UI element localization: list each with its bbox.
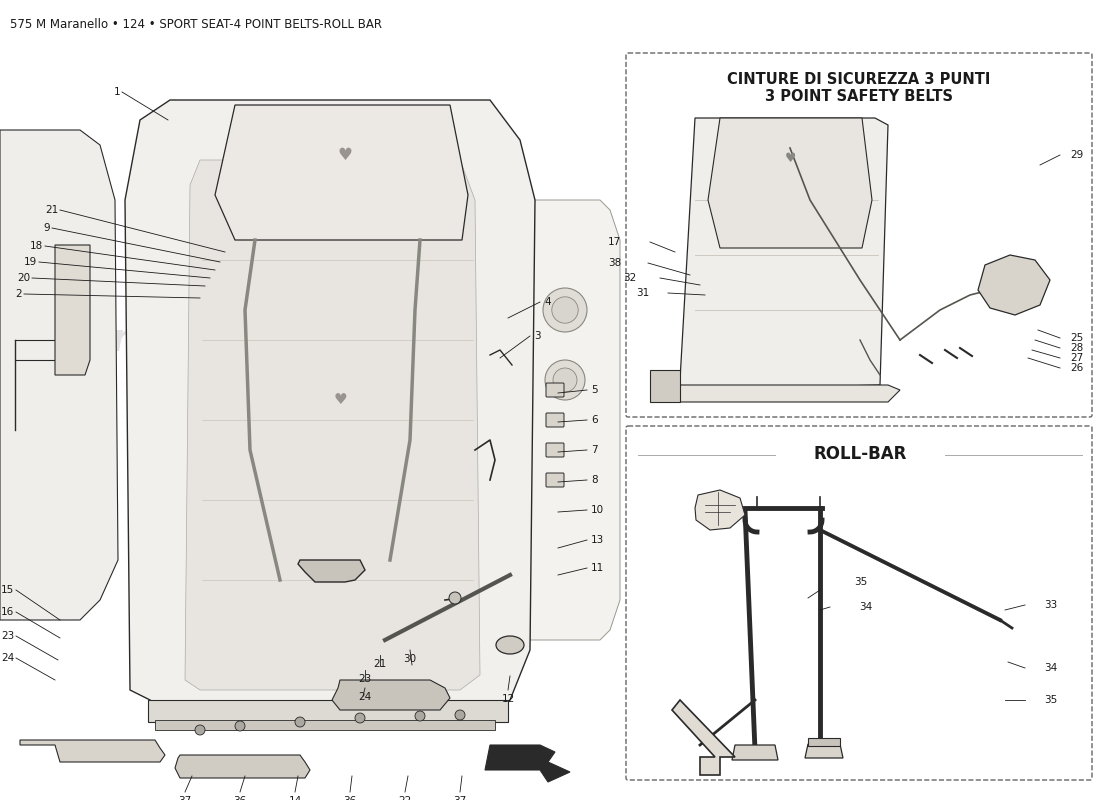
FancyBboxPatch shape xyxy=(155,720,495,730)
Polygon shape xyxy=(808,738,840,746)
Text: 36: 36 xyxy=(343,796,356,800)
Circle shape xyxy=(543,288,587,332)
Text: 37: 37 xyxy=(178,796,191,800)
Circle shape xyxy=(355,713,365,723)
Polygon shape xyxy=(185,160,480,690)
Text: 1: 1 xyxy=(113,87,120,97)
Text: 4: 4 xyxy=(544,297,551,307)
Text: 35: 35 xyxy=(1044,695,1057,705)
Polygon shape xyxy=(650,370,680,402)
Text: 26: 26 xyxy=(1070,363,1084,373)
Text: 8: 8 xyxy=(591,475,597,485)
FancyBboxPatch shape xyxy=(546,443,564,457)
Circle shape xyxy=(553,368,578,392)
Polygon shape xyxy=(20,740,165,762)
Text: 32: 32 xyxy=(623,273,636,283)
Text: 7: 7 xyxy=(591,445,597,455)
Text: 28: 28 xyxy=(1070,343,1084,353)
Text: 16: 16 xyxy=(1,607,14,617)
Polygon shape xyxy=(680,118,888,390)
Text: 11: 11 xyxy=(591,563,604,573)
Circle shape xyxy=(552,297,579,323)
Text: 9: 9 xyxy=(43,223,50,233)
Circle shape xyxy=(455,710,465,720)
Circle shape xyxy=(544,360,585,400)
Polygon shape xyxy=(978,255,1050,315)
Polygon shape xyxy=(298,560,365,582)
Text: 37: 37 xyxy=(453,796,466,800)
Text: 34: 34 xyxy=(1044,663,1057,673)
Text: 18: 18 xyxy=(30,241,43,251)
Text: 575 M Maranello • 124 • SPORT SEAT-4 POINT BELTS-ROLL BAR: 575 M Maranello • 124 • SPORT SEAT-4 POI… xyxy=(10,18,382,31)
Text: 21: 21 xyxy=(373,659,386,669)
Text: 29: 29 xyxy=(1070,150,1084,160)
Text: 3: 3 xyxy=(534,331,540,341)
FancyBboxPatch shape xyxy=(626,53,1092,417)
Text: ROLL-BAR: ROLL-BAR xyxy=(813,445,906,463)
Ellipse shape xyxy=(496,636,524,654)
Text: ♥: ♥ xyxy=(784,151,795,165)
Text: 22: 22 xyxy=(398,796,411,800)
Text: 24: 24 xyxy=(359,692,372,702)
Text: ♥: ♥ xyxy=(333,393,346,407)
Polygon shape xyxy=(672,700,735,775)
Text: 17: 17 xyxy=(607,237,621,247)
Text: eurospares: eurospares xyxy=(763,606,956,634)
Text: 10: 10 xyxy=(591,505,604,515)
Text: 23: 23 xyxy=(1,631,14,641)
Polygon shape xyxy=(530,200,620,640)
Polygon shape xyxy=(0,130,118,620)
Text: 2: 2 xyxy=(15,289,22,299)
Polygon shape xyxy=(214,105,468,240)
Text: 34: 34 xyxy=(859,602,872,612)
Text: 31: 31 xyxy=(636,288,649,298)
Text: eurospares: eurospares xyxy=(257,471,503,509)
Polygon shape xyxy=(125,100,535,720)
FancyBboxPatch shape xyxy=(546,413,564,427)
Text: ♥: ♥ xyxy=(338,146,352,164)
Text: 25: 25 xyxy=(1070,333,1084,343)
FancyBboxPatch shape xyxy=(546,383,564,397)
Text: 19: 19 xyxy=(24,257,37,267)
Text: 5: 5 xyxy=(591,385,597,395)
Polygon shape xyxy=(660,385,900,402)
Text: CINTURE DI SICUREZZA 3 PUNTI: CINTURE DI SICUREZZA 3 PUNTI xyxy=(727,72,991,87)
Text: 21: 21 xyxy=(45,205,58,215)
Text: eurospares: eurospares xyxy=(763,246,956,274)
Circle shape xyxy=(195,725,205,735)
Text: 6: 6 xyxy=(591,415,597,425)
Circle shape xyxy=(235,721,245,731)
Text: 20: 20 xyxy=(16,273,30,283)
Circle shape xyxy=(415,711,425,721)
Text: 38: 38 xyxy=(607,258,621,268)
Polygon shape xyxy=(175,755,310,778)
Polygon shape xyxy=(485,745,570,782)
Text: 14: 14 xyxy=(288,796,301,800)
Text: 36: 36 xyxy=(233,796,246,800)
Text: eurospares: eurospares xyxy=(57,321,303,359)
Polygon shape xyxy=(732,745,778,760)
Polygon shape xyxy=(695,490,745,530)
Polygon shape xyxy=(332,680,450,710)
Circle shape xyxy=(449,592,461,604)
Text: 3 POINT SAFETY BELTS: 3 POINT SAFETY BELTS xyxy=(764,89,953,104)
Circle shape xyxy=(295,717,305,727)
Text: 15: 15 xyxy=(1,585,14,595)
Polygon shape xyxy=(55,245,90,375)
Text: 33: 33 xyxy=(1044,600,1057,610)
Text: 30: 30 xyxy=(404,654,417,664)
Text: 23: 23 xyxy=(359,674,372,684)
FancyBboxPatch shape xyxy=(148,700,508,722)
Polygon shape xyxy=(805,744,843,758)
Text: 13: 13 xyxy=(591,535,604,545)
FancyBboxPatch shape xyxy=(546,473,564,487)
Text: 24: 24 xyxy=(1,653,14,663)
Polygon shape xyxy=(708,118,872,248)
FancyBboxPatch shape xyxy=(626,426,1092,780)
Text: 12: 12 xyxy=(502,694,515,704)
Text: 35: 35 xyxy=(854,577,867,587)
Text: 27: 27 xyxy=(1070,353,1084,363)
